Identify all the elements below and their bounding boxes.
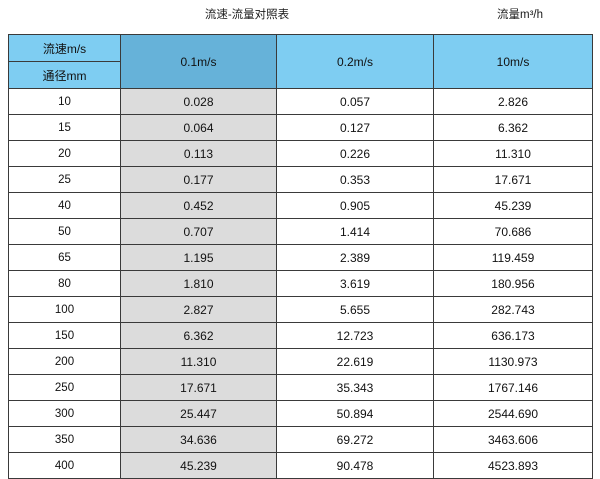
cell-diameter: 80 bbox=[8, 270, 121, 297]
cell-flow-0-2: 22.619 bbox=[276, 348, 434, 375]
table-row: 250 17.671 35.343 1767.146 bbox=[8, 374, 593, 401]
cell-flow-10: 636.173 bbox=[433, 322, 593, 349]
column-header-0: 0.1m/s bbox=[120, 34, 277, 89]
cell-flow-0-2: 2.389 bbox=[276, 244, 434, 271]
cell-flow-10: 2.826 bbox=[433, 88, 593, 115]
table-row: 150 6.362 12.723 636.173 bbox=[8, 322, 593, 349]
cell-flow-0-1: 0.113 bbox=[120, 140, 277, 167]
cell-flow-10: 3463.606 bbox=[433, 426, 593, 453]
cell-diameter: 200 bbox=[8, 348, 121, 375]
cell-diameter: 65 bbox=[8, 244, 121, 271]
column-header-2: 10m/s bbox=[433, 34, 593, 89]
cell-flow-0-2: 50.894 bbox=[276, 400, 434, 427]
table-row: 40 0.452 0.905 45.239 bbox=[8, 192, 593, 219]
cell-diameter: 15 bbox=[8, 114, 121, 141]
flow-velocity-table: 流速m/s 通径mm 0.1m/s 0.2m/s 10m/s 10 0.028 0.… bbox=[8, 34, 593, 479]
cell-flow-0-1: 11.310 bbox=[120, 348, 277, 375]
table-row: 200 11.310 22.619 1130.973 bbox=[8, 348, 593, 375]
caption-row: 流速-流量对照表 流量m³/h bbox=[0, 0, 600, 35]
table-row: 350 34.636 69.272 3463.606 bbox=[8, 426, 593, 453]
cell-flow-0-2: 0.226 bbox=[276, 140, 434, 167]
cell-diameter: 10 bbox=[8, 88, 121, 115]
cell-flow-0-2: 12.723 bbox=[276, 322, 434, 349]
cell-flow-0-1: 6.362 bbox=[120, 322, 277, 349]
cell-flow-0-2: 0.353 bbox=[276, 166, 434, 193]
table-row: 10 0.028 0.057 2.826 bbox=[8, 88, 593, 115]
flow-velocity-table-wrapper: 流速m/s 通径mm 0.1m/s 0.2m/s 10m/s 10 0.028 0.… bbox=[8, 34, 593, 479]
cell-diameter: 250 bbox=[8, 374, 121, 401]
cell-flow-10: 2544.690 bbox=[433, 400, 593, 427]
cell-flow-0-2: 5.655 bbox=[276, 296, 434, 323]
page-title: 流速-流量对照表 bbox=[204, 9, 290, 21]
header-diameter-label: 通径mm bbox=[9, 62, 120, 88]
cell-flow-10: 70.686 bbox=[433, 218, 593, 245]
table-body: 10 0.028 0.057 2.826 15 0.064 0.127 6.362 20 0.11… bbox=[8, 88, 593, 479]
cell-flow-0-1: 17.671 bbox=[120, 374, 277, 401]
cell-diameter: 25 bbox=[8, 166, 121, 193]
cell-diameter: 350 bbox=[8, 426, 121, 453]
cell-flow-10: 119.459 bbox=[433, 244, 593, 271]
cell-flow-10: 45.239 bbox=[433, 192, 593, 219]
cell-flow-0-2: 0.057 bbox=[276, 88, 434, 115]
cell-diameter: 150 bbox=[8, 322, 121, 349]
cell-flow-10: 180.956 bbox=[433, 270, 593, 297]
table-row: 65 1.195 2.389 119.459 bbox=[8, 244, 593, 271]
cell-flow-0-1: 0.452 bbox=[120, 192, 277, 219]
cell-diameter: 40 bbox=[8, 192, 121, 219]
cell-flow-10: 282.743 bbox=[433, 296, 593, 323]
header-corner-cell: 流速m/s 通径mm bbox=[8, 34, 121, 89]
table-header-row: 流速m/s 通径mm 0.1m/s 0.2m/s 10m/s bbox=[8, 34, 593, 89]
cell-flow-0-1: 1.810 bbox=[120, 270, 277, 297]
cell-flow-0-2: 0.905 bbox=[276, 192, 434, 219]
flow-unit-label: 流量m³/h bbox=[497, 9, 543, 21]
column-header-1: 0.2m/s bbox=[276, 34, 434, 89]
table-row: 80 1.810 3.619 180.956 bbox=[8, 270, 593, 297]
table-row: 15 0.064 0.127 6.362 bbox=[8, 114, 593, 141]
table-header: 流速m/s 通径mm 0.1m/s 0.2m/s 10m/s bbox=[8, 34, 593, 89]
cell-diameter: 300 bbox=[8, 400, 121, 427]
table-row: 20 0.113 0.226 11.310 bbox=[8, 140, 593, 167]
cell-flow-0-2: 69.272 bbox=[276, 426, 434, 453]
cell-diameter: 20 bbox=[8, 140, 121, 167]
cell-flow-0-1: 2.827 bbox=[120, 296, 277, 323]
cell-flow-10: 1767.146 bbox=[433, 374, 593, 401]
cell-flow-0-2: 3.619 bbox=[276, 270, 434, 297]
cell-flow-0-1: 0.028 bbox=[120, 88, 277, 115]
cell-flow-0-1: 0.177 bbox=[120, 166, 277, 193]
cell-flow-10: 1130.973 bbox=[433, 348, 593, 375]
cell-flow-0-1: 0.707 bbox=[120, 218, 277, 245]
cell-flow-0-2: 1.414 bbox=[276, 218, 434, 245]
table-row: 25 0.177 0.353 17.671 bbox=[8, 166, 593, 193]
cell-flow-0-2: 0.127 bbox=[276, 114, 434, 141]
cell-flow-0-2: 35.343 bbox=[276, 374, 434, 401]
cell-diameter: 50 bbox=[8, 218, 121, 245]
table-row: 300 25.447 50.894 2544.690 bbox=[8, 400, 593, 427]
cell-flow-0-1: 34.636 bbox=[120, 426, 277, 453]
cell-flow-10: 11.310 bbox=[433, 140, 593, 167]
cell-flow-0-1: 1.195 bbox=[120, 244, 277, 271]
table-row: 100 2.827 5.655 282.743 bbox=[8, 296, 593, 323]
cell-flow-10: 6.362 bbox=[433, 114, 593, 141]
table-row: 50 0.707 1.414 70.686 bbox=[8, 218, 593, 245]
header-velocity-label: 流速m/s bbox=[9, 35, 120, 62]
cell-diameter: 100 bbox=[8, 296, 121, 323]
cell-flow-0-1: 0.064 bbox=[120, 114, 277, 141]
cell-flow-0-1: 25.447 bbox=[120, 400, 277, 427]
cell-flow-10: 17.671 bbox=[433, 166, 593, 193]
